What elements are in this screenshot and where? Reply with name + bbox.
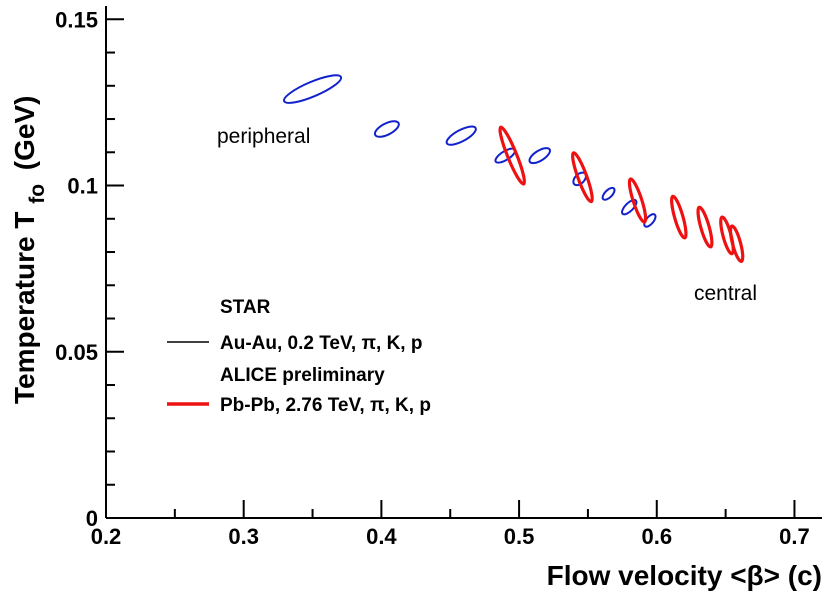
y-axis-title-sub: fo	[26, 184, 49, 204]
x-tick-label: 0.2	[91, 524, 122, 549]
y-tick-label: 0.1	[67, 174, 98, 199]
x-axis-title: Flow velocity <β> (c)	[547, 560, 822, 591]
legend: STAR Au-Au, 0.2 TeV, π, K, p ALICE preli…	[167, 297, 431, 416]
legend-header-alice: ALICE preliminary	[220, 365, 385, 386]
alice-ellipse	[627, 177, 648, 224]
legend-label-star: Au-Au, 0.2 TeV, π, K, p	[220, 333, 422, 354]
y-axis-title-unit: (GeV)	[9, 96, 40, 171]
x-tick-label: 0.7	[779, 524, 810, 549]
y-tick-label: 0.05	[55, 340, 98, 365]
star-ellipse	[283, 74, 343, 104]
alice-ellipse	[571, 151, 594, 204]
y-axis-title: Temperature T fo (GeV)	[9, 96, 50, 405]
star-ellipse	[621, 198, 638, 216]
y-tick-label: 0	[86, 506, 98, 531]
star-ellipse	[601, 186, 616, 201]
alice-ellipse	[696, 205, 714, 249]
annotation-peripheral: peripheral	[217, 125, 310, 148]
star-ellipse	[445, 125, 477, 146]
legend-label-alice: Pb-Pb, 2.76 TeV, π, K, p	[220, 395, 431, 416]
series-alice-pb-pb	[498, 125, 745, 264]
legend-header-star: STAR	[220, 297, 271, 318]
x-tick-label: 0.4	[366, 524, 397, 549]
alice-ellipse	[728, 224, 745, 264]
y-tick-label: 0.15	[55, 7, 98, 32]
y-axis-title-main: Temperature T	[9, 212, 40, 404]
series-star-au-au	[283, 74, 657, 228]
star-ellipse	[373, 120, 400, 138]
x-tick-label: 0.5	[504, 524, 535, 549]
x-tick-label: 0.3	[228, 524, 259, 549]
alice-ellipse	[670, 194, 688, 240]
star-ellipse	[528, 147, 552, 165]
annotation-central: central	[694, 282, 757, 305]
x-tick-label: 0.6	[641, 524, 672, 549]
alice-ellipse	[498, 125, 527, 186]
